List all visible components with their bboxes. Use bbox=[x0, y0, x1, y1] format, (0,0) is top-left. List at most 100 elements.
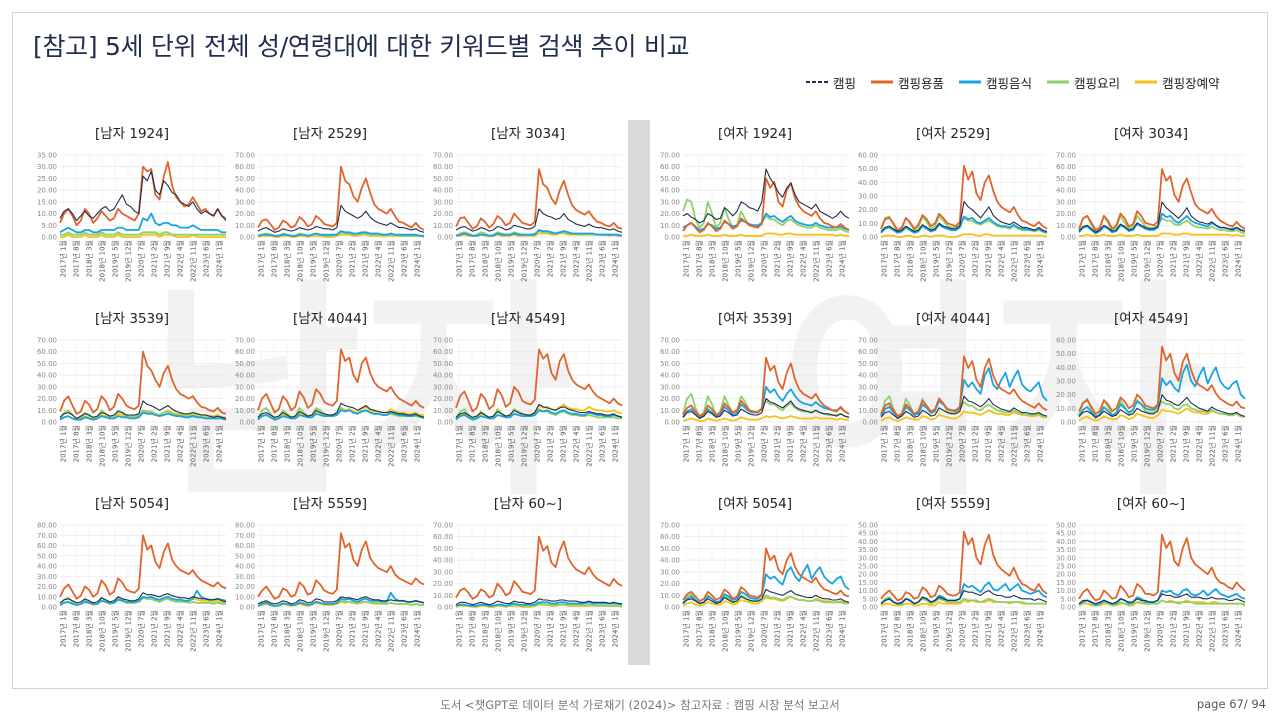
x-tick-label: 2019년 12월 bbox=[1143, 610, 1152, 652]
y-tick-label: 70.00 bbox=[235, 532, 255, 540]
x-tick-label: 2022년 4월 bbox=[1195, 610, 1204, 647]
y-tick-label: 10.00 bbox=[660, 407, 680, 415]
series-line bbox=[257, 204, 425, 233]
y-tick-label: 50.00 bbox=[660, 175, 680, 183]
x-tick-label: 2017년 1월 bbox=[1078, 425, 1087, 462]
x-tick-label: 2022년 4월 bbox=[374, 425, 383, 462]
y-tick-label: 70.00 bbox=[660, 522, 680, 530]
chart-title: [여자 60~] bbox=[1116, 496, 1186, 512]
chart-panel: [여자 5054] 0.00 10.00 20.00 30.00 40.00 50.00 60… bbox=[655, 492, 855, 672]
x-tick-label: 2021년 9월 bbox=[786, 240, 795, 277]
series-line bbox=[1078, 168, 1246, 231]
chart-panel: [여자 3539] 0.00 10.00 20.00 30.00 40.00 50.00 60… bbox=[655, 307, 855, 487]
y-tick-label: 70.00 bbox=[433, 152, 453, 160]
series-line bbox=[880, 200, 1048, 233]
y-tick-label: 60.00 bbox=[235, 542, 255, 550]
x-tick-label: 2022년 4월 bbox=[997, 610, 1006, 647]
y-tick-label: 50.00 bbox=[235, 175, 255, 183]
y-tick-label: 30.00 bbox=[1056, 554, 1076, 562]
watermark-male: 남자 bbox=[150, 261, 574, 528]
series-line bbox=[682, 398, 850, 420]
y-tick-label: 40.00 bbox=[433, 372, 453, 380]
series-line bbox=[455, 208, 623, 233]
y-tick-label: 5.00 bbox=[862, 595, 878, 603]
chart-panel: [남자 60~] 0.00 10.00 20.00 30.00 40.00 50.00 60.… bbox=[428, 492, 628, 672]
chart-title: [여자 4549] bbox=[1113, 311, 1189, 327]
x-tick-label: 2022년 11월 bbox=[1010, 610, 1019, 652]
x-tick-label: 2019년 12월 bbox=[124, 610, 133, 652]
y-tick-label: 60.00 bbox=[37, 542, 57, 550]
x-tick-label: 2018년 10월 bbox=[296, 240, 305, 282]
line-chart: 0.00 10.00 20.00 30.00 40.00 50.00 60.00 70.00 2… bbox=[37, 337, 227, 467]
x-tick-label: 2023년 6월 bbox=[1221, 240, 1230, 277]
y-tick-label: 50.00 bbox=[37, 360, 57, 368]
series-line bbox=[257, 407, 425, 420]
series-line bbox=[682, 588, 850, 605]
x-tick-label: 2020년 7월 bbox=[533, 240, 542, 277]
y-tick-label: 60.00 bbox=[858, 152, 878, 160]
y-tick-label: 30.00 bbox=[858, 554, 878, 562]
x-tick-label: 2017년 8월 bbox=[695, 610, 704, 647]
x-tick-label: 2020년 7월 bbox=[137, 425, 146, 462]
y-tick-label: 0.00 bbox=[41, 604, 57, 612]
x-tick-label: 2019년 12월 bbox=[1143, 425, 1152, 467]
x-tick-label: 2022년 4월 bbox=[374, 610, 383, 647]
x-tick-label: 2019년 5월 bbox=[507, 610, 516, 647]
y-tick-label: 10.00 bbox=[858, 220, 878, 228]
x-tick-label: 2021년 9월 bbox=[361, 610, 370, 647]
y-tick-label: 20.00 bbox=[858, 206, 878, 214]
x-tick-label: 2020년 7월 bbox=[958, 240, 967, 277]
y-tick-label: 20.00 bbox=[433, 580, 453, 588]
line-chart: 0.00 10.00 20.00 30.00 40.00 50.00 60.00 70.00 2… bbox=[660, 337, 850, 467]
x-tick-label: 2019년 5월 bbox=[932, 425, 941, 462]
x-tick-label: 2023년 6월 bbox=[1023, 240, 1032, 277]
y-tick-label: 50.00 bbox=[1056, 522, 1076, 530]
series-line bbox=[455, 229, 623, 237]
x-tick-label: 2017년 1월 bbox=[1078, 240, 1087, 277]
y-tick-label: 0.00 bbox=[437, 604, 453, 612]
series-line bbox=[880, 165, 1048, 232]
y-tick-label: 0.00 bbox=[1060, 604, 1076, 612]
x-tick-label: 2024년 1월 bbox=[611, 425, 620, 462]
x-tick-label: 2017년 8월 bbox=[893, 425, 902, 462]
x-tick-label: 2020년 7월 bbox=[958, 610, 967, 647]
line-chart: 0.005.0010.0015.0020.0025.0030.0035.0040… bbox=[1056, 522, 1246, 652]
x-tick-label: 2020년 7월 bbox=[533, 610, 542, 647]
series-line bbox=[257, 409, 425, 421]
y-tick-label: 30.00 bbox=[37, 383, 57, 391]
x-tick-label: 2017년 1월 bbox=[257, 610, 266, 647]
y-tick-label: 60.00 bbox=[1056, 337, 1076, 345]
x-tick-label: 2022년 4월 bbox=[374, 240, 383, 277]
x-tick-label: 2021년 2월 bbox=[971, 425, 980, 462]
chart-panel: [여자 3034] 0.00 10.00 20.00 30.00 40.00 50.00 60… bbox=[1051, 122, 1251, 302]
y-tick-label: 10.00 bbox=[660, 222, 680, 230]
series-line bbox=[257, 230, 424, 237]
y-tick-label: 40.00 bbox=[858, 372, 878, 380]
x-tick-label: 2018년 10월 bbox=[98, 240, 107, 282]
series-line bbox=[682, 177, 850, 234]
x-tick-label: 2024년 1월 bbox=[1234, 425, 1243, 462]
x-tick-label: 2021년 2월 bbox=[348, 610, 357, 647]
x-tick-label: 2023년 6월 bbox=[825, 425, 834, 462]
y-tick-label: 25.00 bbox=[37, 175, 57, 183]
chart-title: [여자 2529] bbox=[915, 126, 991, 142]
series-line bbox=[1078, 363, 1246, 418]
x-tick-label: 2019년 5월 bbox=[111, 610, 120, 647]
y-tick-label: 20.00 bbox=[660, 395, 680, 403]
footer-source: 도서 <챗GPT로 데이터 분석 가로채기 (2024)> 참고자료 : 캠핑 … bbox=[440, 698, 840, 712]
x-tick-label: 2018년 3월 bbox=[481, 610, 490, 647]
x-tick-label: 2022년 4월 bbox=[176, 240, 185, 277]
y-tick-label: 20.00 bbox=[660, 580, 680, 588]
x-tick-label: 2019년 12월 bbox=[322, 610, 331, 652]
legend-item: 캠핑음식 bbox=[958, 73, 1032, 92]
x-tick-label: 2017년 1월 bbox=[1078, 610, 1087, 647]
y-tick-label: 0.00 bbox=[862, 419, 878, 427]
series-line bbox=[1078, 599, 1246, 607]
x-tick-label: 2021년 9월 bbox=[559, 240, 568, 277]
x-tick-label: 2018년 10월 bbox=[494, 610, 503, 652]
y-tick-label: 20.00 bbox=[858, 395, 878, 403]
x-tick-label: 2022년 11월 bbox=[189, 240, 198, 282]
series-line bbox=[880, 530, 1048, 602]
y-tick-label: 40.00 bbox=[660, 557, 680, 565]
x-tick-label: 2021년 2월 bbox=[971, 240, 980, 277]
